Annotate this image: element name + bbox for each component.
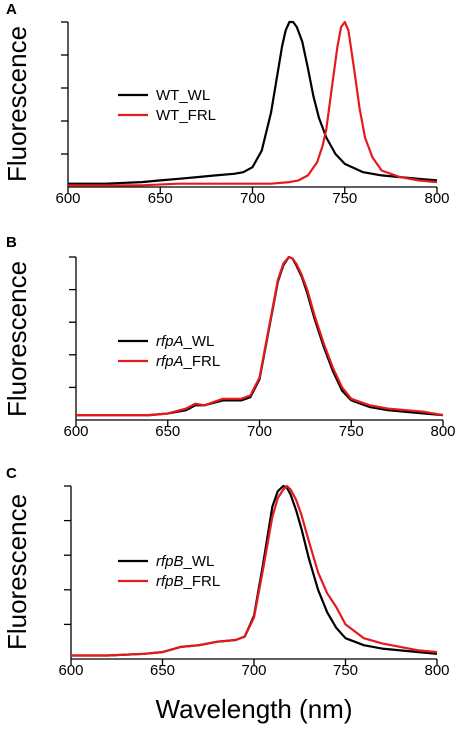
legend-label-part: rfpB	[156, 573, 184, 590]
x-tick-label: 800	[424, 662, 449, 679]
legend-label-part: WT_WL	[156, 87, 210, 104]
legend-label-part: rfpA	[156, 333, 184, 350]
legend-label-part: _FRL	[183, 573, 221, 590]
x-tick-label: 750	[333, 662, 358, 679]
series-line-rfpb-wl	[71, 484, 438, 657]
x-tick-label: 600	[58, 662, 83, 679]
panel-label: A	[6, 1, 17, 18]
x-tick-label: 800	[430, 423, 455, 440]
legend-label: WT_WL	[156, 87, 210, 104]
series-line-rfpb-frl	[71, 484, 438, 657]
series-line-rfpa-wl	[76, 255, 444, 417]
x-tick-label: 700	[241, 662, 266, 679]
x-tick-label: 700	[240, 190, 265, 207]
chart-panel-a: A Fluorescence 600 650 700 750 800 WT_WL WT_FRL	[2, 1, 450, 207]
x-tick-label: 800	[424, 190, 449, 207]
legend-label-part: rfpA	[156, 353, 184, 370]
x-axis-label: Wavelength (nm)	[156, 694, 353, 724]
y-axis-label: Fluorescence	[2, 26, 32, 182]
series-line-wt-wl	[68, 20, 438, 185]
x-tick-label: 750	[332, 190, 357, 207]
panel-label: C	[6, 465, 17, 482]
legend-label-part: _FRL	[183, 353, 221, 370]
legend-label: rfpA_FRL	[156, 353, 220, 370]
legend-label-part: _WL	[183, 333, 215, 350]
legend-label-part: rfpB	[156, 553, 184, 570]
legend-label-part: WT_FRL	[156, 107, 216, 124]
x-tick-label: 600	[55, 190, 80, 207]
y-axis-label: Fluorescence	[2, 261, 32, 417]
x-tick-label: 700	[247, 423, 272, 440]
y-axis-label: Fluorescence	[2, 494, 32, 650]
x-tick-label: 600	[63, 423, 88, 440]
series-line-rfpa-frl	[76, 255, 444, 417]
legend-label: rfpB_WL	[156, 553, 214, 570]
panel-label: B	[6, 234, 17, 251]
x-tick-label: 750	[339, 423, 364, 440]
legend-label: rfpA_WL	[156, 333, 214, 350]
legend-label-part: _WL	[183, 553, 215, 570]
series-line-wt-frl	[68, 20, 438, 187]
legend-label: rfpB_FRL	[156, 573, 220, 590]
legend-label: WT_FRL	[156, 107, 216, 124]
x-tick-label: 650	[148, 190, 173, 207]
x-tick-label: 650	[155, 423, 180, 440]
x-tick-label: 650	[150, 662, 175, 679]
